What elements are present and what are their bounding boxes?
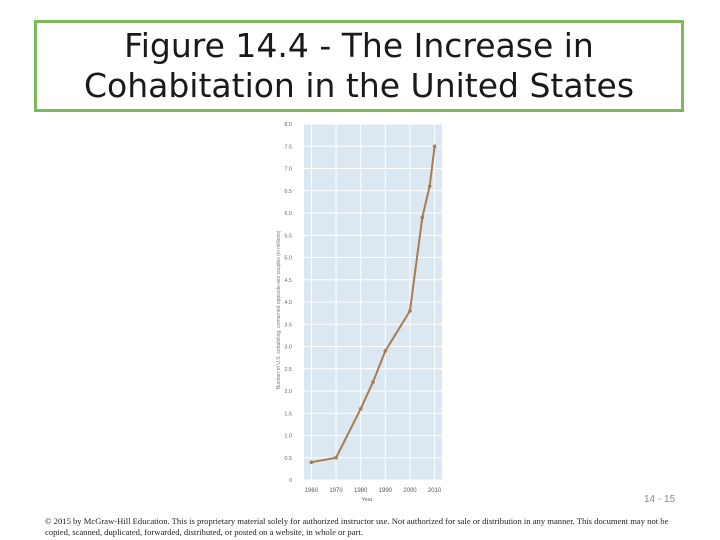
y-axis-label: Number of U.S. cohabiting, unmarried opp… — [276, 230, 282, 389]
data-point — [427, 184, 432, 189]
x-tick-label: 2010 — [428, 488, 442, 494]
y-tick-label: 8.0 — [284, 122, 292, 128]
data-point — [334, 455, 338, 460]
slide-title: Figure 14.4 - The Increase in Cohabitati… — [83, 26, 635, 105]
data-point — [371, 380, 375, 384]
y-tick-label: 3.0 — [284, 345, 292, 351]
y-tick-label: 2.0 — [284, 389, 292, 395]
y-tick-label: 0.5 — [284, 456, 292, 462]
data-point — [408, 309, 412, 313]
y-tick-label: 1.5 — [284, 411, 292, 417]
y-tick-label: 5.5 — [284, 233, 292, 239]
data-point — [383, 349, 388, 353]
data-point — [432, 144, 437, 149]
y-tick-label: 3.5 — [284, 322, 292, 328]
title-box: Figure 14.4 - The Increase in Cohabitati… — [34, 20, 684, 112]
y-tick-label: 2.5 — [284, 367, 292, 373]
x-tick-label: 2000 — [403, 488, 417, 494]
x-tick-label: 1970 — [329, 488, 343, 494]
data-point — [358, 407, 363, 411]
y-tick-label: 0 — [289, 478, 292, 484]
slide-number: 14 - 15 — [644, 494, 676, 505]
y-tick-label: 6.0 — [284, 211, 292, 217]
x-tick-label: 1990 — [379, 488, 393, 494]
y-tick-label: 6.5 — [284, 189, 292, 195]
y-tick-label: 4.0 — [284, 300, 292, 306]
y-tick-label: 7.0 — [284, 167, 292, 173]
y-tick-label: 1.0 — [284, 434, 292, 440]
copyright-notice: © 2015 by McGraw-Hill Education. This is… — [45, 516, 669, 537]
x-tick-label: 1980 — [354, 488, 368, 494]
x-axis-label: Year — [361, 497, 372, 503]
line-chart: 1960 1970 1980 1990 2000 2010 0 0.5 1.0 1.5 2.0 2.5… — [276, 122, 442, 503]
y-tick-label: 5.0 — [284, 256, 292, 262]
plot-area: 1960 1970 1980 1990 2000 2010 0 0.5 1.0 1.5 2.0 2.5… — [276, 122, 442, 503]
data-point — [420, 215, 425, 220]
x-tick-label: 1960 — [305, 488, 319, 494]
data-point — [309, 460, 314, 465]
y-tick-label: 7.5 — [284, 144, 292, 150]
y-tick-label: 4.5 — [284, 278, 292, 284]
